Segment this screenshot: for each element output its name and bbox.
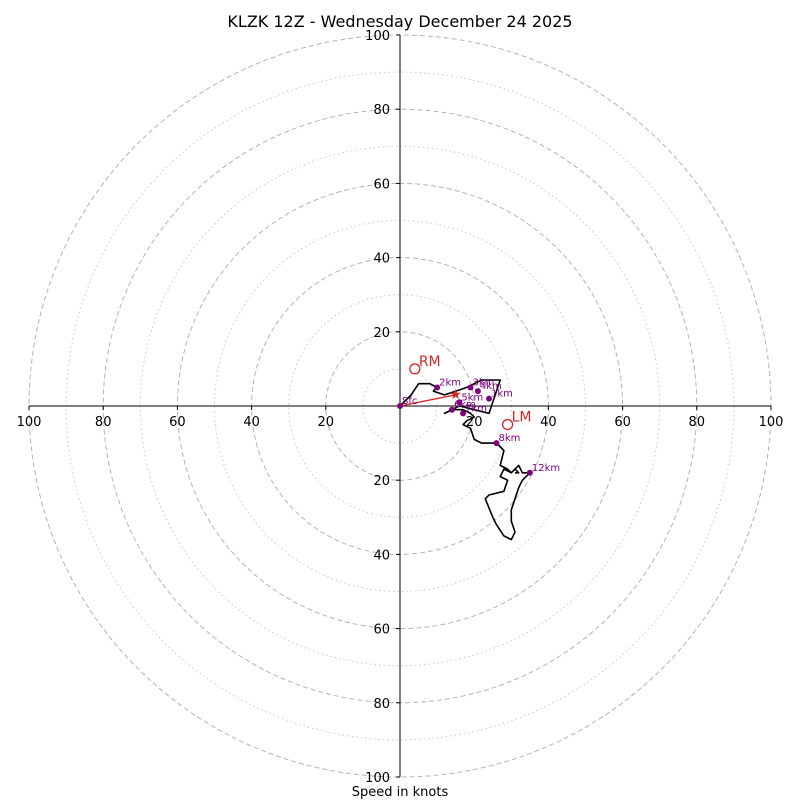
level-label: 4km bbox=[480, 381, 502, 392]
level-label: 7km bbox=[465, 403, 487, 414]
lm-label: LM bbox=[512, 410, 532, 426]
level-label: Sfc bbox=[402, 396, 417, 407]
y-tick-label: 100 bbox=[365, 29, 390, 44]
level-label: 6km bbox=[454, 400, 476, 411]
x-tick-label: 40 bbox=[243, 415, 260, 430]
x-tick-label: 80 bbox=[95, 415, 112, 430]
y-tick-label: 20 bbox=[373, 474, 390, 489]
chart-title: KLZK 12Z - Wednesday December 24 2025 bbox=[227, 12, 572, 31]
hodograph-line bbox=[399, 379, 531, 541]
level-point bbox=[460, 410, 467, 417]
x-tick-label: 80 bbox=[689, 415, 706, 430]
level-label: 1km bbox=[491, 389, 513, 400]
rm-label: RM bbox=[419, 354, 441, 370]
y-tick-label: 100 bbox=[365, 771, 390, 786]
level-point bbox=[397, 403, 403, 409]
tick-labels: 1001008080606040402020202040406060808010… bbox=[17, 29, 784, 786]
level-point bbox=[474, 388, 481, 395]
y-tick-label: 40 bbox=[373, 252, 390, 267]
x-tick-label: 20 bbox=[318, 415, 335, 430]
level-point bbox=[486, 395, 493, 402]
x-tick-label: 60 bbox=[614, 415, 631, 430]
x-tick-label: 100 bbox=[17, 415, 42, 430]
level-point bbox=[467, 384, 474, 391]
hodograph-trace bbox=[399, 379, 531, 541]
rm-marker bbox=[409, 363, 421, 375]
y-tick-label: 80 bbox=[373, 103, 390, 118]
y-tick-label: 60 bbox=[373, 177, 390, 192]
y-tick-label: 40 bbox=[373, 548, 390, 563]
y-tick-label: 80 bbox=[373, 697, 390, 712]
y-tick-label: 60 bbox=[373, 623, 390, 638]
x-axis-label: Speed in knots bbox=[352, 785, 449, 800]
level-label: 8km bbox=[498, 433, 520, 444]
mean-wind-marker: ★ bbox=[449, 387, 462, 403]
storm-motion: ★ RM LM bbox=[399, 354, 532, 431]
mean-wind-vector bbox=[399, 394, 456, 407]
level-point bbox=[448, 406, 455, 413]
level-label: 12km bbox=[532, 463, 560, 474]
level-point bbox=[526, 469, 533, 476]
x-tick-label: 100 bbox=[759, 415, 784, 430]
x-tick-label: 60 bbox=[169, 415, 186, 430]
level-point bbox=[434, 384, 441, 391]
level-label: 5km bbox=[461, 392, 483, 403]
level-point bbox=[456, 399, 463, 406]
level-point bbox=[493, 440, 500, 447]
lm-marker bbox=[501, 418, 514, 431]
x-tick-label: 40 bbox=[540, 415, 557, 430]
y-tick-label: 20 bbox=[373, 326, 390, 341]
level-label: 2km bbox=[439, 377, 461, 388]
level-label: 3km bbox=[472, 377, 494, 388]
